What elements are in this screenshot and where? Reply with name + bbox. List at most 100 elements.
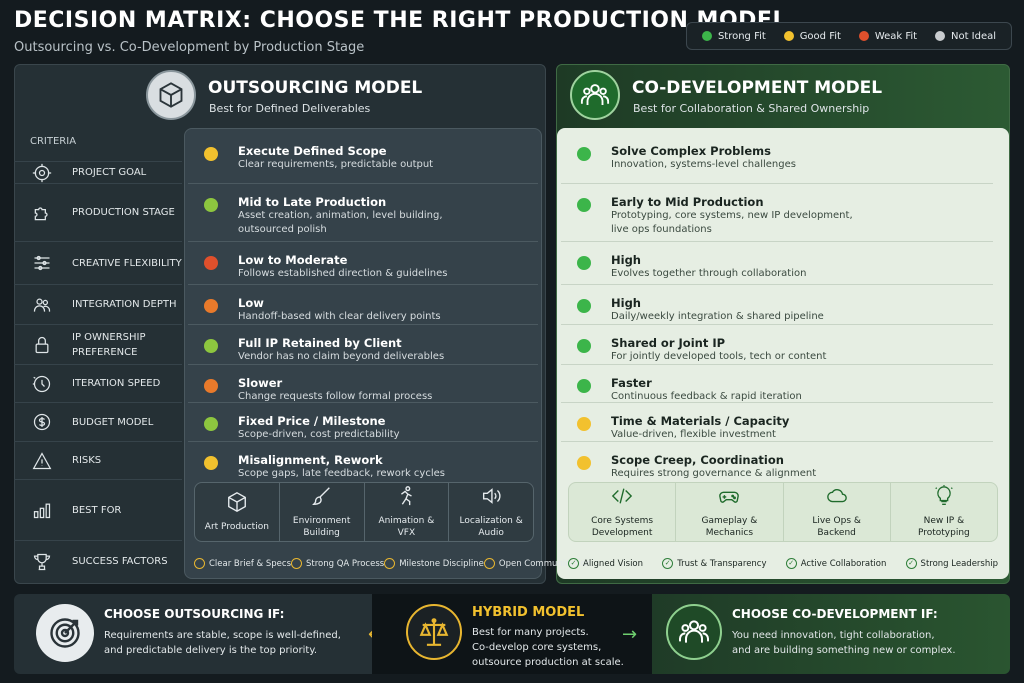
codev-row: Faster Continuous feedback & rapid iterat… <box>557 376 997 404</box>
gamepad-icon <box>718 485 740 511</box>
criteria-row: INTEGRATION DEPTH <box>14 284 182 324</box>
outsourcing-row: Fixed Price / Milestone Scope-driven, cos… <box>184 414 542 442</box>
outsourcing-row: Execute Defined Scope Clear requirements,… <box>184 144 542 172</box>
people-icon <box>28 295 56 315</box>
row-title: Slower <box>238 376 283 390</box>
rating-dot <box>204 456 218 470</box>
team-icon <box>570 70 620 120</box>
page-title: DECISION MATRIX: CHOOSE THE RIGHT PRODUC… <box>14 8 787 33</box>
row-divider <box>188 241 538 242</box>
choose-outsourcing-line-2: and predictable delivery is the top prio… <box>104 645 318 656</box>
success-factor-label: Milestone Discipline <box>399 558 484 569</box>
success-factor: ✓ Trust & Transparency <box>662 558 767 569</box>
legend-item: Good Fit <box>783 30 841 42</box>
row-description: Handoff-based with clear delivery points <box>238 311 441 322</box>
rating-dot <box>204 198 218 212</box>
clock-icon <box>28 374 56 394</box>
tile-label: Audio <box>478 528 504 538</box>
row-description: Change requests follow formal process <box>238 391 433 402</box>
row-description: Follows established direction & guidelin… <box>238 268 448 279</box>
tile-label: Core Systems <box>591 516 654 526</box>
row-divider <box>561 324 993 325</box>
criteria-row: ITERATION SPEED <box>14 364 182 402</box>
ring-icon <box>384 558 396 569</box>
check-circle-icon: ✓ <box>905 558 917 569</box>
codev-title: CO-DEVELOPMENT MODEL <box>632 78 883 98</box>
criteria-row: BEST FOR <box>14 479 182 540</box>
success-factor-label: Trust & Transparency <box>677 558 767 569</box>
tile-label: Building <box>303 528 340 538</box>
row-divider <box>561 241 993 242</box>
row-description: Innovation, systems-level challenges <box>611 159 796 170</box>
ring-icon <box>291 558 302 569</box>
legend-dot <box>701 31 712 41</box>
row-divider <box>188 364 538 365</box>
success-factor: Strong QA Process <box>291 558 384 569</box>
row-title: Time & Materials / Capacity <box>611 414 790 428</box>
rating-dot <box>577 147 591 161</box>
tile-label: Gameplay & <box>701 516 758 526</box>
target-icon <box>36 604 94 662</box>
outsourcing-success-factors: Clear Brief & Specs Strong QA Process Mile… <box>194 558 591 569</box>
criteria-label: PROJECT GOAL <box>72 167 147 178</box>
row-title: Scope Creep, Coordination <box>611 453 784 467</box>
codev-best-for: Core Systems Development Gameplay & Mechani… <box>568 482 998 542</box>
criteria-label: PRODUCTION STAGE <box>72 207 175 218</box>
criteria-row: CREATIVE FLEXIBILITY <box>14 241 182 284</box>
decision-footer: CHOOSE OUTSOURCING IF: Requirements are … <box>14 594 1010 674</box>
row-description: For jointly developed tools, tech or con… <box>611 351 827 362</box>
row-description: Clear requirements, predictable output <box>238 159 434 170</box>
criteria-label: BEST FOR <box>72 504 122 516</box>
success-factor-label: Active Collaboration <box>800 558 887 569</box>
tile-label: Environment <box>292 516 351 526</box>
tile-label: Localization & <box>459 516 523 526</box>
criteria-header: CRITERIA <box>30 136 77 147</box>
legend-item: Weak Fit <box>858 31 917 42</box>
codev-row: Early to Mid Production Prototyping, core… <box>557 195 997 237</box>
legend-dot <box>858 31 869 41</box>
hybrid-line-2: Co-develop core systems, <box>472 642 602 653</box>
row-description: Value-driven, flexible investment <box>611 429 776 440</box>
codev-row: High Evolves together through collaborati… <box>557 253 997 281</box>
row-title: Fixed Price / Milestone <box>238 414 386 428</box>
brush-icon <box>311 485 333 511</box>
criteria-label: BUDGET MODEL <box>72 416 154 428</box>
arrow-right-icon: → <box>622 624 638 645</box>
warning-icon <box>28 451 56 471</box>
row-title: Mid to Late Production <box>238 195 387 209</box>
row-title: Full IP Retained by Client <box>238 336 402 350</box>
choose-codev-line-1: You need innovation, tight collaboration… <box>732 630 935 641</box>
lightbulb-icon <box>933 485 955 511</box>
tile-label: Mechanics <box>705 528 754 538</box>
tile-label: Animation & <box>378 516 435 526</box>
outsourcing-row: Low Handoff-based with clear delivery poi… <box>184 296 542 324</box>
ring-icon <box>194 558 205 569</box>
code-tile: Core Systems Development <box>569 483 675 541</box>
row-description: Scope gaps, late feedback, rework cycles <box>238 468 445 479</box>
row-title: High <box>611 253 641 267</box>
legend-dot <box>783 31 794 41</box>
codev-row: Shared or Joint IP For jointly developed … <box>557 336 997 364</box>
cube-tile: Art Production <box>195 483 279 541</box>
code-icon <box>611 485 633 511</box>
choose-outsourcing-title: CHOOSE OUTSOURCING IF: <box>104 607 285 621</box>
team-icon <box>666 604 722 660</box>
criteria-row: RISKS <box>14 441 182 479</box>
trophy-icon <box>28 552 56 572</box>
lightbulb-tile: New IP & Prototyping <box>889 483 997 541</box>
row-title: High <box>611 296 641 310</box>
row-title: Low <box>238 296 264 310</box>
row-title: Execute Defined Scope <box>238 144 387 158</box>
legend-label: Not Ideal <box>950 30 997 42</box>
puzzle-icon <box>28 203 56 223</box>
outsourcing-row: Misalignment, Rework Scope gaps, late fee… <box>184 453 542 481</box>
rating-dot <box>577 339 591 353</box>
check-circle-icon: ✓ <box>662 558 674 569</box>
row-description: Evolves together through collaboration <box>611 268 807 279</box>
bars-icon <box>28 500 56 520</box>
legend-label: Good Fit <box>799 30 841 42</box>
success-factor: ✓ Active Collaboration <box>785 558 887 569</box>
codev-row: Time & Materials / Capacity Value-driven,… <box>557 414 997 442</box>
choose-codev-box: → CHOOSE CO-DEVELOPMENT IF: You need inn… <box>622 594 1010 674</box>
legend: Strong Fit Good Fit Weak Fit Not Ideal <box>686 22 1012 50</box>
